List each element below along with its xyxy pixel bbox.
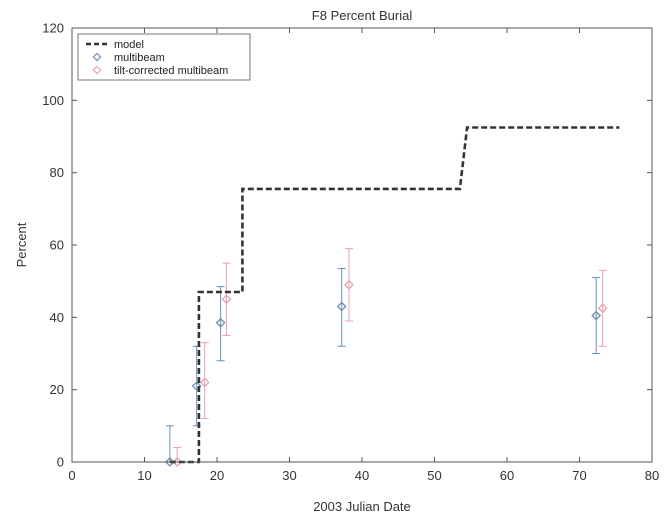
tilt-corrected-multibeam-point (344, 279, 354, 290)
tilt-corrected-multibeam-point (221, 294, 232, 305)
chart-title: F8 Percent Burial (312, 8, 413, 23)
x-tick-label: 20 (210, 468, 224, 483)
multibeam-point (191, 381, 202, 391)
tilt-corrected-multibeam-point (597, 303, 608, 314)
y-tick-label: 0 (57, 455, 64, 470)
x-tick-label: 70 (572, 468, 586, 483)
y-tick-label: 40 (50, 310, 64, 325)
x-tick-label: 30 (282, 468, 296, 483)
y-tick-label: 100 (42, 93, 64, 108)
x-tick-label: 50 (427, 468, 441, 483)
legend: model multibeam tilt-corrected multibeam (77, 33, 251, 81)
plot-frame (71, 27, 653, 463)
multibeam-point (336, 301, 347, 312)
x-tick-label: 10 (137, 468, 151, 483)
y-tick-label: 120 (42, 21, 64, 36)
tilt-corrected-multibeam-point (199, 377, 210, 388)
y-tick-label: 20 (50, 382, 64, 397)
legend-multibeam-swatch (92, 52, 102, 62)
legend-box (77, 33, 251, 81)
legend-label-model: model (114, 39, 144, 51)
x-tick-label: 40 (355, 468, 369, 483)
y-tick-label: 60 (50, 238, 64, 253)
model-line (169, 126, 620, 464)
x-tick-label: 80 (645, 468, 659, 483)
legend-tilt-corrected-swatch (92, 65, 102, 75)
legend-label-tilt-corrected: tilt-corrected multibeam (114, 65, 228, 77)
plot-layer (164, 126, 620, 467)
x-axis-title: 2003 Julian Date (313, 499, 411, 514)
legend-label-multibeam: multibeam (114, 52, 165, 64)
multibeam-point (591, 310, 602, 321)
tilt-corrected-multibeam-point (172, 457, 183, 467)
multibeam-point (215, 317, 226, 328)
x-tick-label: 60 (500, 468, 514, 483)
y-axis-title: Percent (14, 222, 29, 267)
tick-layer: 0 10 20 30 40 50 60 70 80 0 20 40 60 80 100 120 (42, 21, 659, 484)
y-tick-label: 80 (50, 165, 64, 180)
x-tick-label: 0 (68, 468, 75, 483)
multibeam-point (164, 457, 175, 467)
